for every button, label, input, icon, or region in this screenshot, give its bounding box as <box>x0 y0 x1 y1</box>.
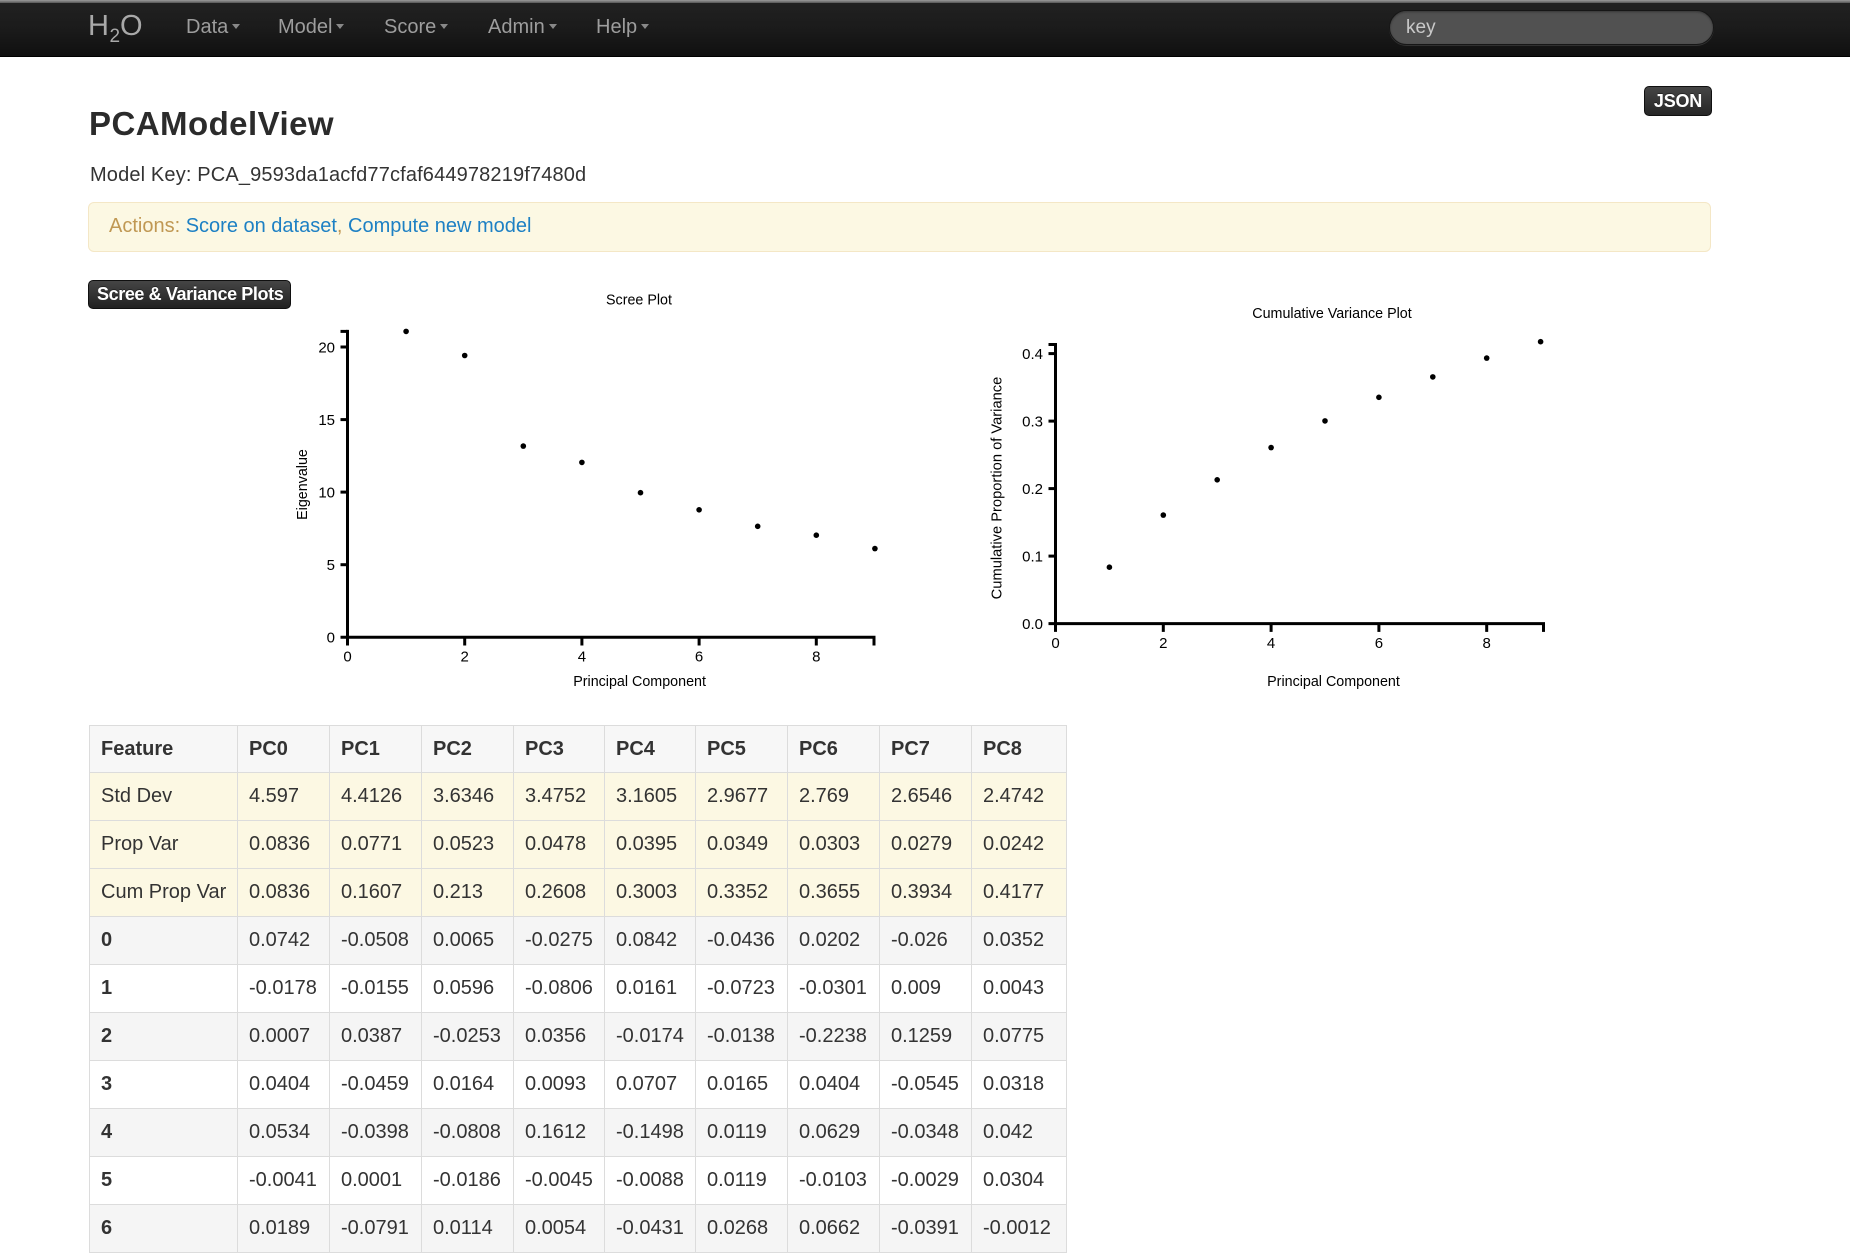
svg-text:6: 6 <box>1375 635 1383 652</box>
svg-text:20: 20 <box>318 339 335 356</box>
svg-text:8: 8 <box>1483 635 1491 652</box>
svg-text:0.0: 0.0 <box>1022 616 1043 633</box>
svg-text:0: 0 <box>327 630 335 647</box>
svg-text:4: 4 <box>578 649 586 666</box>
svg-text:0: 0 <box>1051 635 1059 652</box>
svg-text:Eigenvalue: Eigenvalue <box>295 449 311 520</box>
svg-text:5: 5 <box>327 557 335 574</box>
svg-text:0.4: 0.4 <box>1022 346 1043 363</box>
svg-text:0.2: 0.2 <box>1022 481 1043 498</box>
svg-text:Principal Component: Principal Component <box>1267 674 1400 690</box>
svg-text:Cumulative Variance Plot: Cumulative Variance Plot <box>1252 306 1411 322</box>
svg-text:4: 4 <box>1267 635 1275 652</box>
svg-text:2: 2 <box>1159 635 1167 652</box>
svg-text:15: 15 <box>318 412 335 429</box>
svg-text:6: 6 <box>695 649 703 666</box>
svg-text:Cumulative Proportion of Varia: Cumulative Proportion of Variance <box>990 377 1006 600</box>
svg-text:0.1: 0.1 <box>1022 548 1043 565</box>
svg-text:Principal Component: Principal Component <box>573 674 706 690</box>
svg-text:2: 2 <box>461 649 469 666</box>
svg-text:0: 0 <box>343 649 351 666</box>
svg-text:10: 10 <box>318 484 335 501</box>
svg-text:0.3: 0.3 <box>1022 413 1043 430</box>
svg-text:Scree Plot: Scree Plot <box>606 292 672 308</box>
svg-text:8: 8 <box>812 649 820 666</box>
